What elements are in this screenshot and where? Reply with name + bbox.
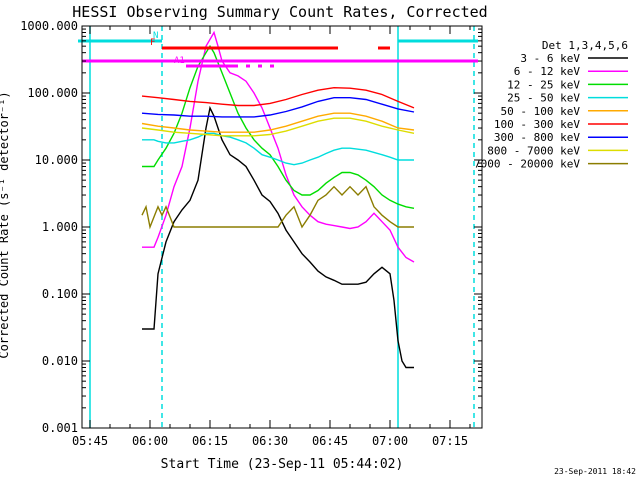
legend-label: 12 - 25 keV — [507, 78, 580, 91]
generation-timestamp: 23-Sep-2011 18:42 — [554, 467, 636, 476]
series-line-3 — [142, 132, 414, 166]
legend-label: 50 - 100 keV — [501, 105, 581, 118]
x-tick-label: 06:15 — [192, 434, 228, 448]
series-line-4 — [141, 112, 415, 133]
legend-label: 800 - 7000 keV — [487, 144, 580, 157]
x-axis: 05:45 06:00 06:15 06:30 06:45 07:00 07:15 — [72, 26, 471, 448]
y-tick-label: 0.100 — [42, 287, 78, 301]
legend-title: Det 1,3,4,5,6 — [542, 39, 628, 52]
x-tick-label: 07:00 — [372, 434, 408, 448]
y-tick-label: 0.010 — [42, 354, 78, 368]
legend-label: 6 - 12 keV — [514, 65, 581, 78]
y-tick-label: 1000.000 — [20, 19, 78, 33]
legend-label: 7000 - 20000 keV — [474, 158, 580, 171]
status-bar-label: A1 — [174, 56, 185, 66]
series-line-8 — [141, 185, 414, 230]
y-tick-label: 0.001 — [42, 421, 78, 435]
y-tick-label: 10.000 — [35, 153, 78, 167]
x-tick-label: 06:00 — [132, 434, 168, 448]
y-tick-label: 100.000 — [27, 86, 78, 100]
chart-title: HESSI Observing Summary Count Rates, Cor… — [72, 3, 487, 21]
status-bar-label: N — [153, 31, 158, 41]
series-line-7 — [141, 117, 415, 137]
status-bars: NF A1 — [78, 31, 478, 68]
series-line-1 — [142, 30, 415, 263]
y-tick-label: 1.000 — [42, 220, 78, 234]
x-axis-label: Start Time (23-Sep-11 05:44:02) — [161, 457, 404, 472]
series-line-5 — [141, 86, 415, 109]
x-tick-label: 07:15 — [432, 434, 468, 448]
series-line-2 — [142, 44, 415, 209]
legend-label: 100 - 300 keV — [494, 118, 580, 131]
legend-label: 300 - 800 keV — [494, 131, 580, 144]
status-bar-label: F — [150, 38, 155, 48]
x-tick-label: 06:30 — [252, 434, 288, 448]
x-tick-label: 06:45 — [312, 434, 348, 448]
y-axis-label: Corrected Count Rate (s⁻¹ detector⁻¹) — [0, 91, 11, 358]
series-line-6 — [141, 96, 415, 118]
legend-label: 25 - 50 keV — [507, 92, 580, 105]
y-axis: 0.001 0.010 0.100 1.000 10.000 100.000 1000.00… — [20, 19, 482, 435]
x-tick-label: 05:45 — [72, 434, 108, 448]
legend-label: 3 - 6 keV — [520, 52, 580, 65]
